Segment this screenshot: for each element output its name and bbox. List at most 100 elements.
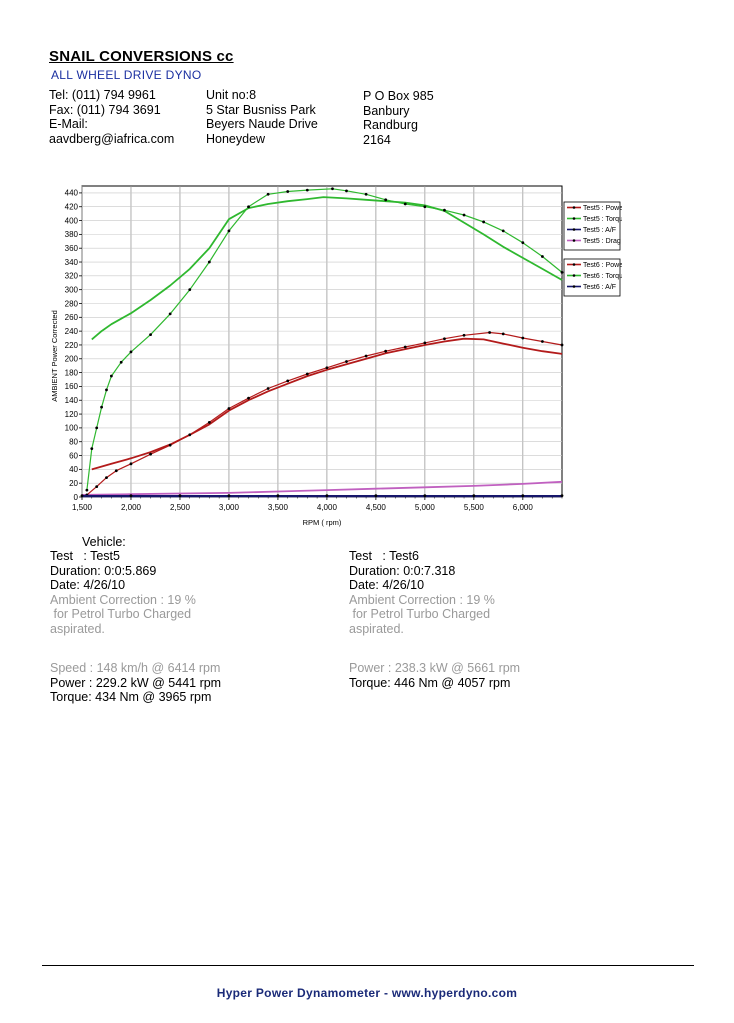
y-tick-label: 20	[69, 479, 78, 488]
chart-legend: Test5 : Power Test5 : Torque Test5 : A/F Te…	[563, 201, 622, 297]
data-point	[345, 189, 348, 193]
data-point	[364, 354, 368, 358]
data-point	[325, 494, 329, 498]
y-tick-label: 40	[69, 465, 78, 474]
test5-torque: Torque: 434 Nm @ 3965 rpm	[50, 690, 212, 704]
y-tick-label: 240	[65, 327, 79, 336]
data-point	[149, 333, 152, 336]
postal-line-3: Randburg	[363, 118, 418, 132]
data-point	[462, 213, 466, 217]
x-tick-label: 2,500	[170, 503, 191, 512]
legend-marker	[572, 263, 576, 266]
y-tick-label: 280	[65, 299, 79, 308]
data-point	[129, 462, 133, 466]
data-point	[247, 205, 250, 209]
data-point	[443, 337, 446, 341]
test6-peaks: Power : 238.3 kW @ 5661 rpm Torque: 446 …	[349, 661, 520, 690]
y-tick-label: 120	[65, 410, 79, 419]
postal-line-1: P O Box 985	[363, 89, 434, 103]
data-point	[188, 288, 192, 292]
test6-correction-type: for Petrol Turbo Charged	[349, 607, 491, 621]
data-point	[227, 407, 231, 410]
chart-series	[80, 187, 564, 498]
data-point	[266, 387, 270, 390]
test6-torque: Torque: 446 Nm @ 4057 rpm	[349, 675, 511, 690]
data-point	[501, 229, 505, 233]
x-tick-label: 2,000	[121, 503, 142, 512]
x-tick-label: 4,000	[317, 503, 338, 512]
test5-name: Test : Test5	[50, 549, 120, 563]
data-point	[560, 343, 564, 347]
data-point	[384, 349, 388, 353]
y-tick-label: 80	[69, 438, 78, 447]
data-point	[541, 255, 544, 258]
y-tick-label: 60	[69, 451, 78, 460]
x-tick-label: 3,500	[268, 503, 289, 512]
test6-power: Power : 238.3 kW @ 5661 rpm	[349, 661, 521, 675]
data-point	[85, 488, 89, 492]
data-point	[95, 426, 99, 430]
y-tick-label: 340	[65, 258, 79, 267]
data-point	[286, 379, 290, 383]
plot-area	[81, 185, 563, 498]
legend-entry: Test6 : A/F	[583, 284, 616, 291]
x-tick-label: 5,000	[415, 503, 436, 512]
postal-line-2: Banbury	[363, 103, 410, 118]
y-tick-label: 100	[65, 424, 79, 433]
y-tick-label: 300	[65, 285, 79, 294]
y-tick-label: 400	[65, 216, 79, 225]
data-point	[168, 312, 172, 316]
y-tick-label: 260	[65, 313, 79, 322]
series-line	[91, 196, 563, 341]
y-tick-label: 0	[74, 493, 79, 502]
data-point	[188, 433, 192, 437]
chart-axes: 1,500 2,000 2,500 3,000 3,500 4,000 4,500 5,000…	[65, 189, 563, 512]
email-label: E-Mail:	[49, 117, 88, 131]
legend-marker	[572, 206, 576, 209]
data-point	[345, 360, 348, 363]
y-tick-label: 380	[65, 230, 79, 239]
test6-results: Test : Test6 Duration: 0:0:7.318 Date: 4…	[349, 549, 495, 636]
x-tick-label: 3,000	[219, 503, 240, 512]
postal-address-block: P O Box 985 Banbury Randburg 2164	[363, 89, 434, 147]
legend-marker	[572, 285, 576, 288]
data-point	[501, 332, 505, 336]
x-tick-label: 1,500	[72, 503, 93, 512]
data-point	[305, 372, 309, 376]
x-tick-label: 5,500	[464, 503, 485, 512]
data-point	[305, 188, 309, 192]
data-point	[423, 205, 427, 209]
data-point	[80, 494, 84, 498]
data-point	[119, 360, 123, 364]
legend-marker	[572, 217, 576, 220]
test5-correction-note: aspirated.	[50, 621, 105, 636]
test5-peaks: Speed : 148 km/h @ 6414 rpm Power : 229.…	[50, 661, 221, 705]
test5-speed: Speed : 148 km/h @ 6414 rpm	[50, 661, 221, 675]
data-point	[423, 494, 427, 498]
data-point	[521, 336, 525, 340]
data-point	[521, 494, 525, 498]
postal-line-4: 2164	[363, 132, 391, 147]
data-point	[105, 476, 108, 480]
data-point	[266, 192, 270, 196]
dyno-chart: 1,500 2,000 2,500 3,000 3,500 4,000 4,500 5,000…	[50, 185, 622, 527]
data-point	[227, 229, 231, 233]
company-subtitle: ALL WHEEL DRIVE DYNO	[51, 68, 202, 82]
test6-correction: Ambient Correction : 19 %	[349, 592, 495, 607]
x-tick-label: 4,500	[366, 503, 387, 512]
data-point	[423, 341, 427, 345]
y-tick-label: 180	[65, 368, 79, 377]
data-point	[149, 452, 152, 456]
contact-block: Tel: (011) 794 9961 Fax: (011) 794 3691 …	[49, 88, 174, 146]
data-point	[364, 192, 368, 196]
legend-box	[563, 201, 621, 251]
test5-power: Power : 229.2 kW @ 5441 rpm	[50, 675, 222, 690]
data-point	[90, 447, 94, 451]
data-point	[129, 494, 133, 498]
legend-marker	[572, 274, 576, 277]
legend-marker	[572, 228, 576, 231]
y-tick-label: 360	[65, 244, 79, 253]
data-point	[276, 494, 280, 498]
legend-entry: Test5 : Power	[583, 205, 622, 212]
data-point	[105, 388, 108, 392]
